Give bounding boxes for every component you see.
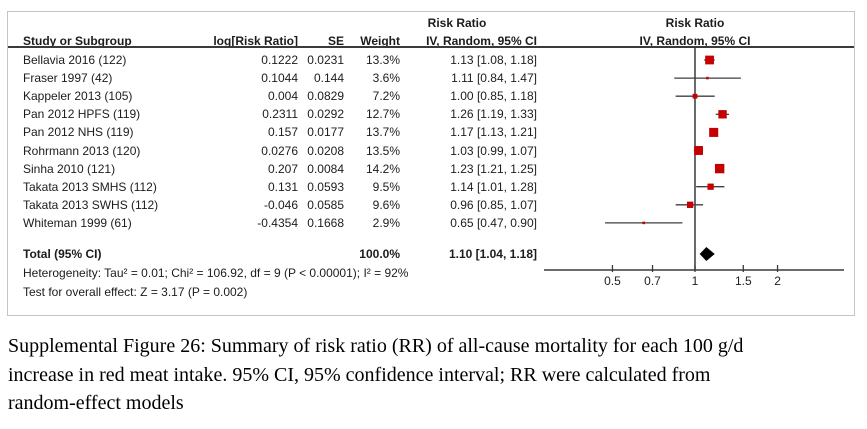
log-rr-value: 0.1044: [261, 71, 298, 86]
effect-marker: [709, 127, 719, 137]
weight-value: 3.6%: [372, 71, 400, 86]
se-value: 0.0593: [307, 179, 344, 194]
se-value: 0.144: [313, 71, 344, 86]
study-name: Sinha 2010 (121): [23, 161, 116, 176]
effect-marker: [705, 55, 714, 65]
log-rr-value: -0.046: [263, 197, 298, 212]
total-effect: 1.10 [1.04, 1.18]: [448, 247, 537, 261]
effect-marker: [692, 93, 698, 99]
effect-marker: [686, 201, 694, 208]
log-rr-column-header: log[Risk Ratio]: [213, 34, 298, 48]
effect-estimate: 1.00 [0.85, 1.18]: [450, 89, 537, 104]
weight-value: 9.5%: [372, 179, 400, 194]
figure-caption: Supplemental Figure 26: Summary of risk …: [8, 332, 860, 418]
heterogeneity-text: Heterogeneity: Tau² = 0.01; Chi² = 106.9…: [23, 266, 409, 280]
forest-plot-panel: Risk Ratio Risk Ratio Study or Subgroup …: [7, 11, 855, 316]
study-name: Whiteman 1999 (61): [23, 215, 132, 230]
study-name: Takata 2013 SWHS (112): [23, 197, 159, 212]
effect-estimate: 0.96 [0.85, 1.07]: [450, 197, 537, 212]
se-value: 0.0084: [307, 161, 344, 176]
se-value: 0.0585: [307, 197, 344, 212]
caption-line: Supplemental Figure 26: Summary of risk …: [8, 335, 744, 357]
effect-estimate: 1.26 [1.19, 1.33]: [450, 107, 537, 122]
effect-marker: [694, 146, 703, 155]
se-value: 0.0208: [307, 143, 344, 158]
effect-marker: [642, 221, 645, 225]
se-value: 0.0829: [307, 89, 344, 104]
log-rr-value: 0.207: [267, 161, 298, 176]
study-name: Takata 2013 SMHS (112): [23, 179, 157, 194]
effect-estimate: 1.14 [1.01, 1.28]: [450, 179, 537, 194]
effect-estimate: 1.13 [1.08, 1.18]: [450, 53, 537, 67]
study-name: Bellavia 2016 (122): [23, 53, 127, 67]
effect-estimate: 1.23 [1.21, 1.25]: [450, 161, 537, 176]
study-row: Whiteman 1999 (61) -0.4354 0.1668 2.9% 0.65 …: [8, 214, 854, 232]
total-label: Total (95% CI): [23, 247, 102, 261]
summary-diamond: [699, 247, 715, 261]
log-rr-value: 0.0276: [261, 143, 298, 158]
study-name: Rohrmann 2013 (120): [23, 143, 141, 158]
weight-value: 13.5%: [365, 143, 400, 158]
axis-tick-label: 1: [692, 274, 699, 288]
plot-header: IV, Random, 95% CI: [639, 34, 751, 48]
weight-value: 9.6%: [372, 197, 400, 212]
log-rr-value: -0.4354: [257, 215, 298, 230]
axis-tick-label: 0.7: [644, 274, 661, 288]
study-row: Fraser 1997 (42) 0.1044 0.144 3.6% 1.11 [0.8…: [8, 69, 854, 87]
effect-estimate: 1.17 [1.13, 1.21]: [450, 125, 537, 140]
effect-estimate: 1.11 [0.84, 1.47]: [451, 71, 537, 86]
weight-value: 2.9%: [372, 215, 400, 230]
effect-marker: [718, 110, 727, 119]
overall-effect-text: Test for overall effect: Z = 3.17 (P = 0…: [23, 285, 248, 299]
log-rr-value: 0.131: [267, 179, 298, 194]
study-name: Fraser 1997 (42): [23, 71, 113, 86]
se-value: 0.0177: [307, 125, 344, 140]
effect-marker: [714, 163, 725, 174]
study-name: Pan 2012 HPFS (119): [23, 107, 141, 122]
weight-column-header: Weight: [360, 34, 400, 48]
study-row: Takata 2013 SWHS (112) -0.046 0.0585 9.6% 0.…: [8, 196, 854, 214]
forest-plot: 0.5 0.7 1 1.5 2: [544, 47, 844, 288]
weight-value: 14.2%: [365, 161, 400, 176]
study-column-header: Study or Subgroup: [23, 34, 132, 48]
effect-estimate: 1.03 [0.99, 1.07]: [450, 143, 537, 158]
total-weight: 100.0%: [359, 247, 400, 261]
effect-column-header-top: Risk Ratio: [427, 16, 487, 30]
axis-tick-label: 0.5: [604, 274, 621, 288]
weight-value: 13.7%: [365, 125, 400, 140]
effect-estimate: 0.65 [0.47, 0.90]: [450, 215, 537, 230]
se-value: 0.0231: [307, 53, 344, 67]
weight-value: 12.7%: [365, 107, 400, 122]
study-row: Rohrmann 2013 (120) 0.0276 0.0208 13.5% 1.03…: [8, 142, 854, 160]
log-rr-value: 0.1222: [261, 53, 298, 67]
se-value: 0.0292: [307, 107, 344, 122]
study-row: Sinha 2010 (121) 0.207 0.0084 14.2% 1.23 [1.…: [8, 160, 854, 178]
axis-tick-label: 2: [774, 274, 781, 288]
effect-marker: [707, 183, 714, 190]
caption-line: random-effect models: [8, 392, 184, 414]
study-row: Bellavia 2016 (122) 0.1222 0.0231 13.3% 1.13…: [8, 51, 854, 69]
study-name: Pan 2012 NHS (119): [23, 125, 134, 140]
weight-value: 13.3%: [365, 53, 400, 67]
effect-column-header: IV, Random, 95% CI: [426, 34, 537, 48]
total-row: Total (95% CI) 100.0% 1.10 [1.04, 1.18]: [8, 245, 854, 263]
axis-tick-label: 1.5: [735, 274, 752, 288]
weight-value: 7.2%: [372, 89, 400, 104]
study-row: Pan 2012 NHS (119) 0.157 0.0177 13.7% 1.17 […: [8, 123, 854, 141]
caption-line: increase in red meat intake. 95% CI, 95%…: [8, 363, 711, 386]
log-rr-value: 0.004: [267, 89, 298, 104]
study-row: Takata 2013 SMHS (112) 0.131 0.0593 9.5% 1.1…: [8, 178, 854, 196]
header-divider: [8, 46, 854, 48]
study-name: Kappeler 2013 (105): [23, 89, 133, 104]
plot-header-top: Risk Ratio: [665, 16, 725, 30]
log-rr-value: 0.157: [267, 125, 298, 140]
log-rr-value: 0.2311: [262, 107, 298, 122]
se-column-header: SE: [327, 34, 344, 48]
study-row: Pan 2012 HPFS (119) 0.2311 0.0292 12.7% 1.26…: [8, 105, 854, 123]
study-row: Kappeler 2013 (105) 0.004 0.0829 7.2% 1.00 […: [8, 87, 854, 105]
se-value: 0.1668: [307, 215, 344, 230]
effect-marker: [706, 76, 709, 80]
